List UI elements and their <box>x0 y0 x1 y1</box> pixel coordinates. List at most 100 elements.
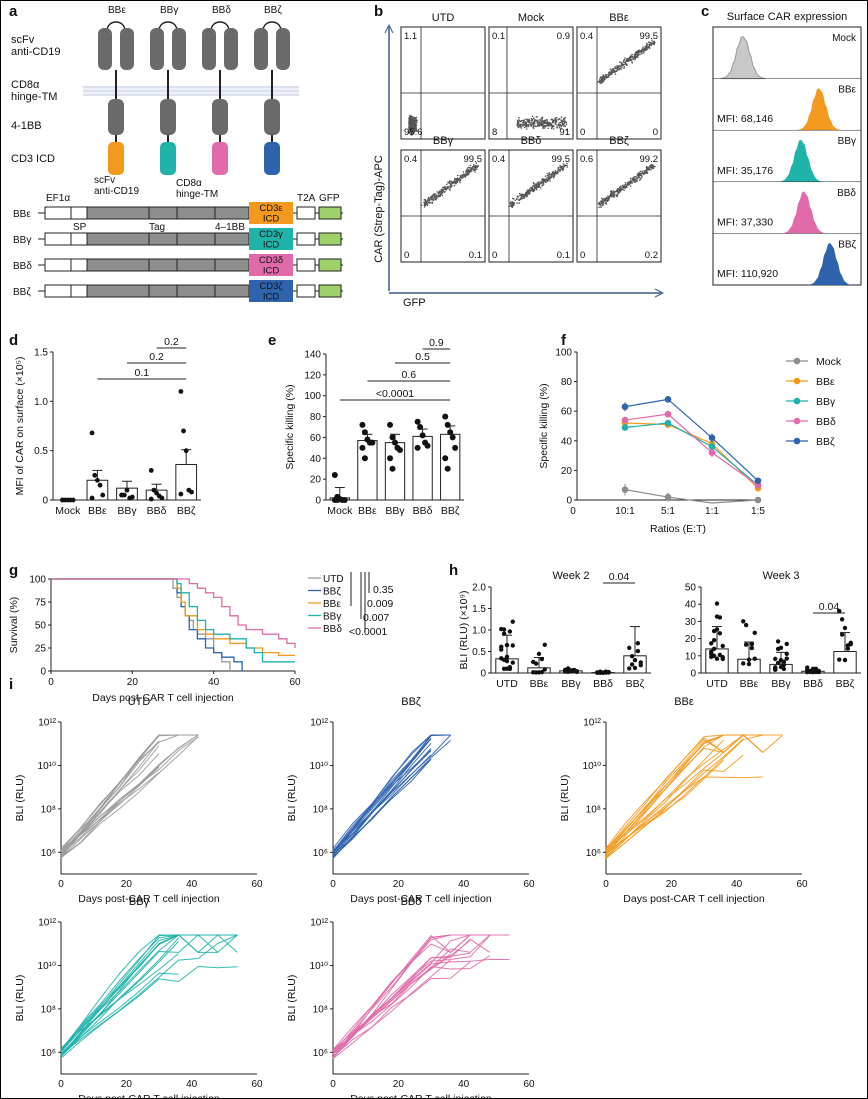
flow-event <box>558 126 561 129</box>
flow-event <box>469 164 472 167</box>
data-point <box>334 497 341 503</box>
flow-event <box>435 193 437 196</box>
bli-trace <box>605 754 744 859</box>
data-point <box>501 666 507 672</box>
flow-event <box>633 176 635 178</box>
flow-event <box>620 68 622 70</box>
survival-curve <box>51 578 296 648</box>
flow-event <box>527 124 530 127</box>
flow-event <box>651 39 653 42</box>
flow-event <box>537 186 540 188</box>
survival-curve <box>51 578 295 657</box>
flow-event <box>621 186 623 189</box>
flow-event <box>470 170 472 173</box>
gfp-box <box>318 206 342 220</box>
flow-event <box>408 121 411 123</box>
flow-event <box>602 80 605 83</box>
flow-event <box>601 203 604 206</box>
flow-event <box>634 181 637 183</box>
data-point <box>714 601 720 606</box>
flow-event <box>465 169 468 172</box>
mfi-label: MFI: 68,146 <box>717 113 773 125</box>
bli-trace <box>332 758 432 859</box>
flow-event <box>622 186 625 189</box>
data-point <box>627 666 632 671</box>
flow-event <box>451 185 453 187</box>
flow-event <box>447 182 449 184</box>
flow-event <box>566 164 568 167</box>
t2a-box <box>296 258 316 272</box>
icd-box <box>249 202 293 224</box>
flow-event <box>605 76 608 79</box>
data-point <box>501 657 507 663</box>
flow-event <box>542 124 544 126</box>
flow-event <box>610 69 613 72</box>
flow-event <box>467 169 470 172</box>
flow-event <box>557 169 559 171</box>
flow-event <box>441 190 444 193</box>
data-point <box>414 444 421 451</box>
flow-plot <box>488 26 574 140</box>
data-point <box>424 442 431 449</box>
flow-event <box>518 198 521 201</box>
flow-event <box>411 125 414 127</box>
flow-event <box>624 183 627 186</box>
legend-label: BBγ <box>323 612 341 623</box>
quadrant-ul: 0.6 <box>580 154 593 165</box>
data-point <box>563 669 568 674</box>
y-tick-label: 40 <box>310 454 322 465</box>
flow-event <box>558 117 561 120</box>
flow-event <box>643 51 645 54</box>
series-line <box>624 398 759 482</box>
flow-event <box>456 174 459 177</box>
flow-event <box>532 123 535 126</box>
flow-event <box>554 170 557 172</box>
flow-event <box>462 171 465 173</box>
data-point <box>452 444 459 451</box>
flow-event <box>532 181 535 184</box>
flow-event <box>607 196 610 199</box>
flow-event <box>557 118 560 121</box>
flow-event <box>459 179 462 182</box>
histogram <box>808 243 852 285</box>
quadrant-ll: 8 <box>492 127 497 138</box>
flow-event <box>560 116 563 118</box>
flow-event <box>563 122 565 125</box>
p-value: 0.35 <box>373 584 394 596</box>
bli-trace <box>60 741 160 857</box>
flow-event <box>409 117 411 119</box>
flow-event <box>449 188 451 190</box>
x-tick-label: UTD <box>496 678 518 690</box>
data-point <box>396 446 403 453</box>
flow-event <box>638 179 641 181</box>
panel-letter: f <box>561 332 567 349</box>
data-point <box>839 632 845 637</box>
chart-title: BBδ <box>401 896 422 908</box>
data-point <box>92 472 98 478</box>
data-point <box>159 495 165 501</box>
y-tick-label: 1.0 <box>472 626 486 637</box>
flow-event <box>612 195 614 198</box>
flow-event <box>642 48 644 50</box>
ef1a-box <box>44 284 72 298</box>
sp-box <box>70 206 88 220</box>
flow-event <box>629 55 632 57</box>
x-axis-label: GFP <box>403 297 426 309</box>
flow-event <box>562 163 565 165</box>
quadrant-ul: 0.1 <box>492 31 505 42</box>
flow-event <box>434 198 437 200</box>
flow-event <box>620 185 622 188</box>
x-tick-label: 20 <box>393 879 405 890</box>
flow-event <box>473 164 475 166</box>
flow-event <box>540 187 542 189</box>
gfp-box <box>318 232 342 246</box>
y-tick-label: 0.5 <box>472 647 486 658</box>
flow-event <box>454 181 457 183</box>
flow-event <box>424 199 427 201</box>
y-tick-label: 50 <box>685 583 697 594</box>
flow-event <box>648 47 651 49</box>
y-tick-label: 80 <box>310 412 322 423</box>
p-value: 0.1 <box>134 367 149 379</box>
flow-event <box>526 119 529 121</box>
data-point <box>635 648 641 654</box>
